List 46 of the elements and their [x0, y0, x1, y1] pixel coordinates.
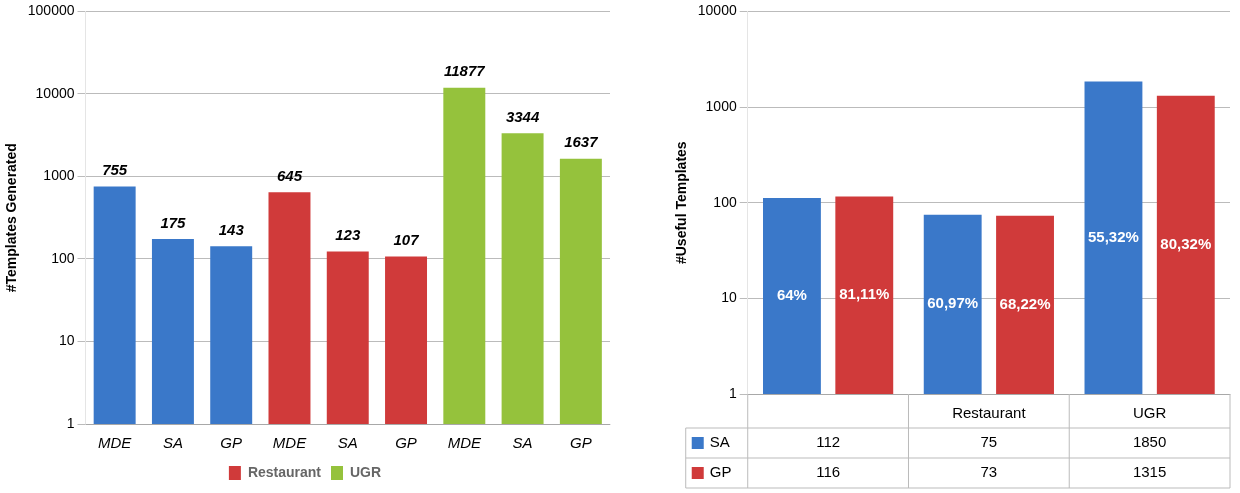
data-label: 143 — [218, 220, 245, 238]
annotation: 81,11% — [839, 285, 890, 303]
x-tick-label: GP — [395, 434, 417, 452]
x-tick-label: MDE — [272, 434, 308, 452]
x-tick-label: GP — [220, 434, 243, 452]
data-label: 1315 — [1132, 463, 1167, 481]
legend-label: GP — [709, 463, 732, 481]
legend-label: Restaurant — [247, 463, 322, 480]
y-tick-label: 100 — [713, 193, 737, 210]
data-label: 645 — [276, 166, 303, 184]
y-tick-label: 1 — [66, 414, 75, 431]
y-tick-label: 10 — [721, 289, 737, 306]
y-tick-label: 1000 — [705, 97, 737, 114]
data-label: 107 — [393, 231, 420, 249]
data-label: 755 — [102, 161, 128, 179]
data-label: 116 — [816, 463, 841, 481]
data-label: 73 — [980, 463, 998, 481]
x-tick-label: GP — [570, 434, 592, 452]
data-label: 1637 — [564, 133, 599, 151]
y-tick-label: 10000 — [697, 2, 737, 19]
y-axis-title: #Useful Templates — [673, 141, 690, 265]
x-tick-label: SA — [512, 434, 533, 452]
legend-label: UGR — [350, 463, 382, 480]
y-axis-title: #Templates Generated — [3, 143, 20, 293]
y-tick-label: 10000 — [35, 84, 75, 101]
data-label: 11877 — [444, 62, 486, 80]
data-label: 112 — [816, 433, 841, 451]
x-tick-label: MDE — [97, 434, 133, 452]
data-label: 75 — [980, 433, 998, 451]
y-tick-label: 1 — [728, 384, 737, 401]
x-tick-label: SA — [337, 434, 358, 452]
data-label: 175 — [160, 213, 187, 231]
x-tick-label: MDE — [447, 434, 482, 452]
data-label: 3344 — [505, 107, 540, 125]
data-label: 1850 — [1132, 433, 1167, 451]
annotation: 68,22% — [999, 295, 1051, 313]
annotation: 55,32% — [1088, 227, 1139, 245]
data-label: 123 — [335, 226, 361, 244]
annotation: 80,32% — [1160, 234, 1212, 252]
y-tick-label: 100 — [51, 249, 75, 266]
y-tick-label: 1000 — [43, 167, 75, 184]
annotation: 64% — [776, 286, 807, 304]
y-tick-label: 100000 — [27, 2, 75, 19]
annotation: 60,97% — [927, 294, 979, 312]
x-tick-label: SA — [162, 434, 183, 452]
y-tick-label: 10 — [58, 332, 75, 349]
